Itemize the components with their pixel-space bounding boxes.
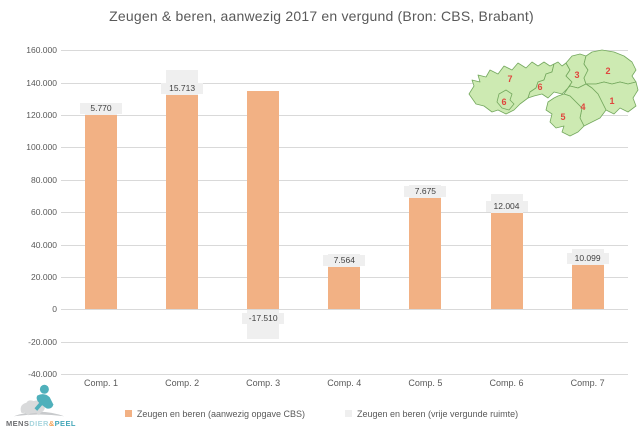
map-region-6-west (496, 89, 515, 111)
bar-aanwezig-cbs (247, 91, 280, 310)
bar-data-label: 7.564 (323, 254, 366, 266)
y-gridline (60, 212, 628, 214)
bar-data-label: 10.099 (566, 253, 609, 265)
x-axis-category-label: Comp. 1 (83, 378, 118, 388)
page-title: Zeugen & beren, aanwezig 2017 en vergund… (109, 8, 534, 24)
bar-aanwezig-cbs (85, 115, 117, 310)
map-region-5 (545, 93, 585, 137)
logo-text-part: MENS (6, 419, 30, 428)
map-region-number: 5 (560, 112, 565, 122)
legend: Zeugen en beren (aanwezig opgave CBS) Zeu… (0, 406, 643, 421)
bar-aanwezig-cbs (409, 197, 442, 310)
y-axis-tick-label: 60.000 (31, 207, 57, 218)
logo-text-part: & (48, 419, 55, 428)
x-axis-category-label: Comp. 2 (165, 378, 200, 388)
bar-data-label: -17.510 (242, 313, 285, 325)
map-region-7 (468, 61, 555, 115)
x-axis-category-label: Comp. 3 (246, 378, 281, 388)
legend-swatch-vergund (345, 410, 352, 417)
y-gridline (60, 374, 628, 376)
legend-item: Zeugen en beren (aanwezig opgave CBS) (124, 408, 305, 419)
map-region-number: 6 (501, 97, 506, 107)
bar-data-label: 5.770 (80, 103, 122, 115)
x-axis-category-label: Comp. 6 (489, 378, 524, 388)
y-axis-tick-label: 160.000 (26, 45, 57, 56)
bar-aanwezig-cbs (166, 95, 199, 310)
y-axis-tick-label: 120.000 (26, 109, 57, 120)
y-axis-tick-label: -20.000 (28, 336, 57, 347)
y-gridline (60, 82, 628, 84)
map-region-number: 1 (609, 96, 614, 106)
bar-aanwezig-cbs (328, 266, 361, 310)
logo-text-part: PEEL (54, 419, 76, 428)
bar-data-label: 7.675 (404, 185, 447, 197)
y-axis-tick-label: -40.000 (28, 369, 57, 380)
legend-item: Zeugen en beren (vrije vergunde ruimte) (345, 409, 518, 419)
legend-swatch-cbs (124, 410, 132, 417)
y-gridline (60, 341, 628, 343)
legend-label: Zeugen en beren (aanwezig opgave CBS) (136, 408, 305, 419)
y-axis-tick-label: 20.000 (31, 271, 57, 282)
y-gridline (60, 50, 628, 52)
y-gridline (60, 179, 628, 181)
x-axis-category-label: Comp. 4 (327, 378, 362, 388)
bar-data-label: 12.004 (485, 201, 528, 213)
y-axis-tick-label: 80.000 (31, 174, 57, 185)
map-region-number: 7 (507, 74, 512, 84)
y-axis-tick-label: 140.000 (26, 77, 57, 88)
x-axis-category-label: Comp. 5 (408, 378, 443, 388)
bar-data-label: 15.713 (161, 83, 204, 94)
y-axis-tick-label: 0 (52, 304, 57, 315)
logo-text-part: DIER (29, 419, 49, 428)
map-region-number: 2 (605, 66, 610, 76)
bar-aanwezig-cbs (490, 213, 523, 310)
brabant-compartments-map: 7 6 6 3 2 1 4 5 (468, 49, 639, 137)
person-and-pig-icon (13, 384, 65, 417)
logo-wordmark: MENSDIER&PEEL (6, 419, 96, 428)
map-region-number: 6 (537, 82, 542, 92)
map-region-number: 4 (580, 102, 585, 112)
y-axis-tick-label: 40.000 (31, 239, 57, 250)
y-gridline (60, 309, 628, 311)
y-gridline (60, 147, 628, 149)
map-region-number: 3 (574, 70, 579, 80)
x-axis-category-label: Comp. 7 (570, 378, 605, 388)
legend-label: Zeugen en beren (vrije vergunde ruimte) (357, 408, 519, 419)
y-axis-tick-label: 100.000 (26, 142, 57, 153)
y-gridline (60, 114, 628, 116)
bar-aanwezig-cbs (571, 265, 604, 310)
y-gridline (60, 244, 628, 246)
